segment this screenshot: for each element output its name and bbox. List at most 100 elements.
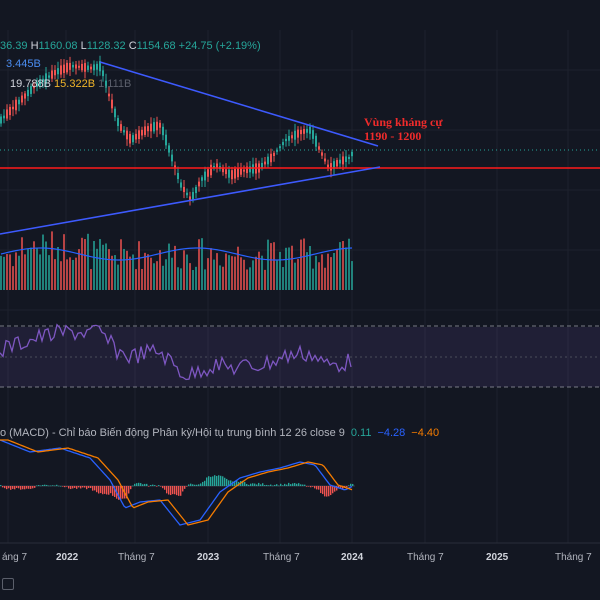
volume-bar	[117, 264, 119, 290]
macd-hist-bar	[350, 483, 352, 486]
candle-body	[12, 106, 14, 110]
macd-hist-bar	[6, 486, 8, 490]
macd-hist-bar	[196, 484, 198, 486]
macd-hist-bar	[286, 484, 288, 486]
macd-hist-bar	[300, 484, 302, 486]
candle-body	[15, 99, 17, 111]
macd-hist-bar	[80, 486, 82, 489]
lower-trendline[interactable]	[0, 166, 381, 235]
macd-hist-bar	[48, 485, 50, 487]
macd-hist-bar	[266, 484, 268, 486]
candle-body	[138, 130, 140, 140]
candle-body	[51, 70, 53, 79]
volume-bar	[342, 240, 344, 290]
macd-legend[interactable]: o (MACD) - Chỉ báo Biến động Phân kỳ/Hội…	[0, 427, 439, 440]
macd-hist-bar	[154, 485, 156, 486]
candle-body	[303, 128, 305, 134]
signal-value: −4.40	[411, 427, 440, 439]
macd-hist-value: 0.11	[350, 427, 372, 439]
macd-hist-bar	[246, 483, 248, 486]
volume-bar	[189, 263, 191, 290]
macd-hist-bar	[92, 486, 94, 491]
volume-bar	[126, 250, 128, 290]
candle-body	[162, 126, 164, 136]
candle-body	[312, 130, 314, 139]
candle-body	[129, 134, 131, 144]
macd-hist-bar	[86, 486, 88, 490]
volume-bar	[348, 238, 350, 290]
volume-bar	[114, 255, 116, 290]
x-axis-label-3: 2023	[197, 552, 220, 563]
macd-hist-bar	[90, 486, 92, 489]
macd-hist-bar	[8, 486, 10, 489]
volume-bar	[57, 246, 59, 290]
macd-hist-bar	[140, 483, 142, 486]
resistance-annotation[interactable]: Vùng kháng cự 1190 - 1200	[364, 115, 443, 143]
upper-trendline[interactable]	[99, 61, 379, 147]
macd-hist-bar	[112, 486, 114, 496]
candle-body	[318, 146, 320, 150]
resistance-title: Vùng kháng cự	[364, 115, 443, 129]
candle-body	[0, 116, 2, 124]
macd-hist-bar	[282, 485, 284, 486]
volume-bar	[156, 261, 158, 290]
macd-hist-bar	[180, 486, 182, 496]
candle-body	[249, 166, 251, 173]
volume-bar	[138, 241, 140, 290]
candle-body	[273, 152, 275, 157]
macd-hist-bar	[328, 486, 330, 497]
volume-bar	[51, 231, 53, 290]
candle-body	[90, 66, 92, 70]
candle-body	[339, 159, 341, 164]
volume-bar	[261, 255, 263, 290]
volume-bar	[276, 260, 278, 290]
volume-bar	[327, 253, 329, 290]
macd-hist-bar	[94, 486, 96, 491]
candle-body	[48, 75, 50, 78]
macd-hist-bar	[144, 483, 146, 486]
volume-bar	[336, 249, 338, 290]
volume-bar	[219, 265, 221, 290]
tradingview-logo-icon[interactable]	[2, 578, 14, 590]
candle-body	[186, 192, 188, 196]
x-axis-label-2: Tháng 7	[118, 552, 155, 563]
macd-hist-bar	[182, 486, 184, 492]
candle-body	[57, 68, 59, 75]
volume-bar	[18, 255, 20, 290]
volume-bar	[255, 256, 257, 290]
volume-bar	[192, 269, 194, 290]
macd-hist-bar	[150, 485, 152, 486]
high-key: H	[30, 40, 39, 52]
macd-hist-bar	[130, 486, 132, 490]
volume-bar	[84, 239, 86, 290]
macd-hist-bar	[230, 480, 232, 486]
macd-hist-bar	[306, 486, 308, 487]
volume-bar	[198, 239, 200, 290]
volume-bar	[333, 253, 335, 290]
candle-body	[126, 130, 128, 140]
volume-bar	[111, 255, 113, 290]
volume-bar	[183, 250, 185, 290]
volume-bar	[141, 268, 143, 290]
candle-body	[336, 160, 338, 167]
macd-hist-bar	[166, 486, 168, 494]
volume-bar	[36, 247, 38, 290]
macd-hist-bar	[272, 485, 274, 487]
macd-hist-bar	[164, 486, 166, 490]
macd-hist-bar	[40, 485, 42, 487]
volume-bar	[339, 242, 341, 290]
volume-bar	[237, 246, 239, 290]
macd-hist-bar	[84, 486, 86, 488]
macd-hist-bar	[288, 482, 290, 486]
x-axis-label-4: Tháng 7	[263, 552, 300, 563]
macd-hist-bar	[2, 486, 4, 488]
macd-hist-bar	[264, 485, 266, 486]
volume-bar	[174, 245, 176, 290]
low-key: L	[80, 40, 87, 52]
volume-bar	[132, 254, 134, 290]
macd-hist-bar	[192, 484, 194, 486]
open-value: 36.39	[0, 40, 28, 52]
candle-body	[159, 122, 161, 128]
ohlc-legend: 36.39 H1160.08 L1128.32 C1154.68 +24.75 …	[0, 40, 261, 53]
